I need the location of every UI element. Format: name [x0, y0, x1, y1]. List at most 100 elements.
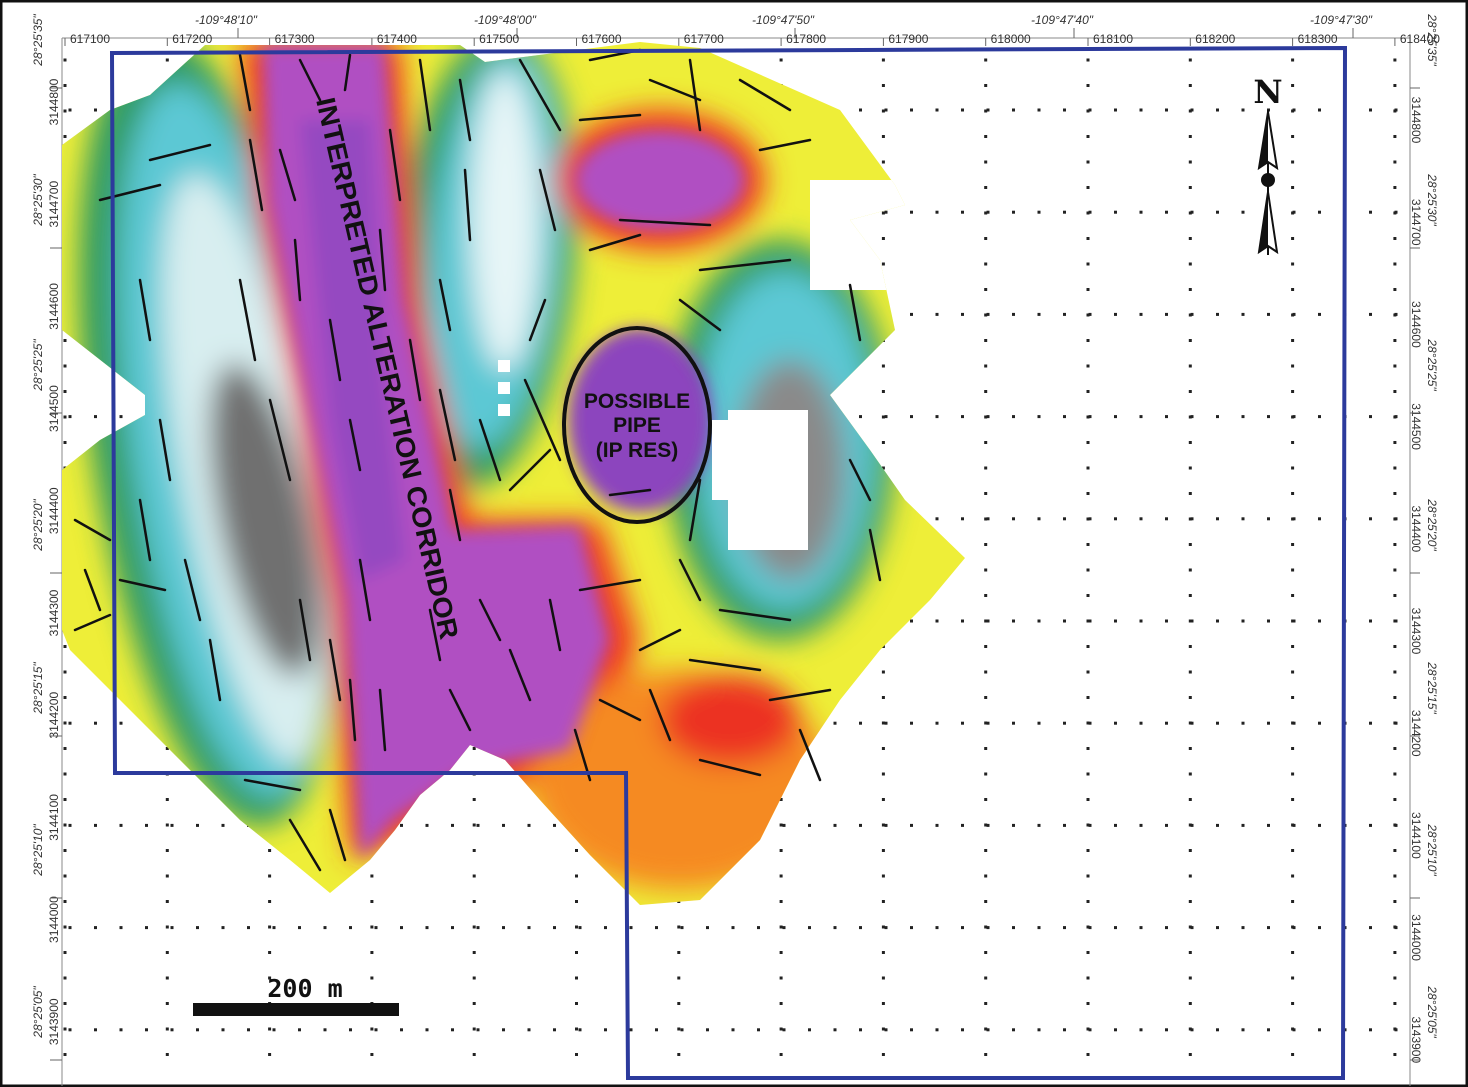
- grid-dot: [782, 823, 786, 827]
- easting-label: 618300: [1298, 32, 1338, 46]
- grid-dot: [1086, 670, 1090, 674]
- easting-label: 618400: [1400, 32, 1440, 46]
- grid-dot: [1318, 108, 1321, 112]
- grid-dot: [170, 823, 174, 827]
- grid-dot: [400, 823, 403, 827]
- grid-dot: [984, 84, 988, 87]
- grid-dot: [881, 109, 885, 113]
- grid-dot: [1318, 517, 1321, 521]
- grid-dot: [1188, 288, 1192, 291]
- grid-dot: [472, 1002, 476, 1005]
- grid-dot: [935, 108, 939, 112]
- grid-dot: [1012, 517, 1015, 521]
- grid-dot: [1086, 772, 1090, 776]
- grid-dot: [165, 823, 169, 827]
- grid-dot: [1267, 517, 1270, 521]
- grid-dot: [119, 1028, 123, 1032]
- grid-dot: [1188, 645, 1192, 648]
- grid-dot: [553, 926, 556, 930]
- grid-dot: [1291, 798, 1295, 801]
- grid-dot: [63, 696, 67, 699]
- grid-dot: [1188, 1027, 1192, 1031]
- grid-dot: [779, 976, 783, 980]
- grid-dot: [1012, 823, 1015, 827]
- grid-dot: [553, 823, 556, 827]
- grid-dot: [1188, 747, 1192, 750]
- grid-dot: [1291, 339, 1295, 342]
- grid-dot: [881, 415, 885, 419]
- northing-labels-left: 3144800 3144700 3144600 3144500 3144400 31443…: [47, 78, 61, 1045]
- grid-dot: [1086, 415, 1090, 419]
- grid-dot: [1188, 211, 1192, 215]
- grid-dot: [984, 951, 988, 954]
- grid-dot: [881, 925, 885, 929]
- grid-dot: [859, 415, 862, 419]
- grid-dot: [1393, 492, 1397, 495]
- grid-dot: [910, 108, 913, 112]
- grid-dot: [323, 1028, 327, 1032]
- grid-dot: [370, 925, 374, 929]
- longitude-label: -109°47'50": [752, 13, 815, 27]
- grid-dot: [1369, 517, 1372, 521]
- easting-labels: 617100 617200 617300 617400 617500 617600 6177…: [70, 32, 1440, 46]
- grid-dot: [1012, 415, 1015, 419]
- grid-dot: [910, 1028, 913, 1032]
- grid-dot: [1394, 415, 1398, 419]
- grid-dot: [63, 645, 67, 648]
- grid-dot: [1114, 517, 1117, 521]
- grid-dot: [1393, 262, 1397, 266]
- grid-dot: [1165, 1028, 1168, 1032]
- grid-dot: [910, 619, 913, 623]
- grid-dot: [881, 211, 885, 215]
- grid-dot: [1188, 517, 1192, 521]
- grid-dot: [1241, 721, 1245, 725]
- grid-dot: [881, 823, 885, 827]
- grid-dot: [1086, 109, 1090, 113]
- grid-dot: [165, 1027, 169, 1031]
- longitude-label: -109°48'00": [474, 13, 537, 27]
- pipe-label-line1: POSSIBLE: [584, 390, 690, 413]
- grid-dot: [1086, 135, 1090, 138]
- grid-dot: [1063, 1028, 1066, 1032]
- grid-dot: [268, 1053, 272, 1056]
- grid-dot: [881, 237, 885, 240]
- grid-dot: [961, 312, 964, 316]
- latitude-labels-right: 28°25'35" 28°25'30" 28°25'25" 28°25'20" 28°2…: [1410, 13, 1439, 1061]
- grid-dot: [881, 84, 885, 87]
- grid-dot: [221, 823, 225, 827]
- grid-dot: [1188, 339, 1192, 342]
- grid-dot: [1393, 288, 1397, 291]
- longitude-label: -109°47'40": [1031, 13, 1094, 27]
- grid-dot: [779, 1002, 783, 1005]
- northing-label: 3144000: [47, 896, 61, 943]
- grid-dot: [1394, 517, 1398, 521]
- grid-dot: [1139, 926, 1143, 930]
- grid-dot: [1291, 645, 1295, 648]
- grid-dot: [1291, 237, 1295, 240]
- grid-dot: [986, 415, 990, 419]
- grid-dot: [881, 441, 885, 444]
- grid-dot: [165, 58, 169, 62]
- grid-dot: [859, 108, 862, 112]
- grid-dot: [247, 1028, 250, 1032]
- grid-dot: [349, 926, 352, 930]
- grid-dot: [1037, 823, 1041, 827]
- grid-dot: [1086, 492, 1090, 495]
- grid-dot: [1394, 210, 1398, 214]
- grid-dot: [1188, 925, 1192, 929]
- grid-dot: [1086, 441, 1090, 444]
- pipe-label-line2: PIPE: [613, 414, 661, 437]
- grid-dot: [63, 900, 67, 903]
- grid-dot: [1241, 823, 1245, 827]
- grid-dot: [298, 926, 301, 930]
- latitude-label: 28°25'25": [31, 339, 45, 392]
- grid-dot: [1216, 619, 1219, 623]
- grid-dot: [1369, 108, 1372, 112]
- grid-dot: [370, 900, 374, 903]
- grid-dot: [1267, 926, 1270, 930]
- grid-dot: [63, 772, 67, 776]
- grid-dot: [119, 415, 123, 419]
- grid-dot: [1165, 210, 1168, 214]
- longitude-label: -109°48'10": [195, 13, 258, 27]
- grid-dot: [935, 721, 939, 725]
